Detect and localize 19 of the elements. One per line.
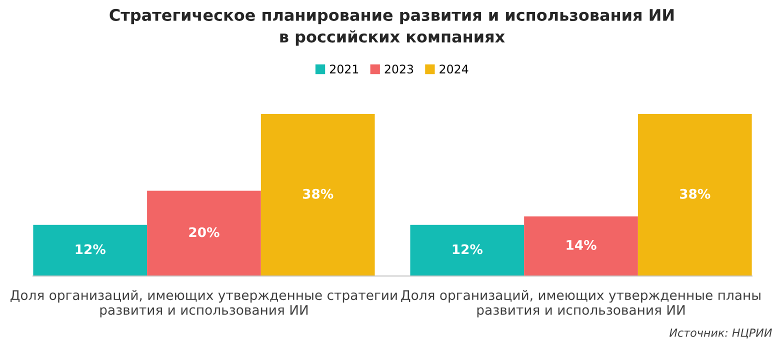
legend-label: 2023 (384, 64, 414, 74)
data-label: 20% (189, 227, 220, 238)
data-label: 14% (566, 240, 596, 250)
bar (147, 190, 261, 276)
data-label: 38% (680, 188, 710, 199)
bar (410, 224, 524, 276)
data-label: 12% (452, 244, 483, 254)
x-tick-label: Доля организаций, имеющих утвержденные стратегии развития и использования ИИ (10, 290, 397, 318)
bar (524, 216, 638, 276)
legend-label: 2024 (440, 64, 468, 74)
text: Источник: НЦРИИ (670, 328, 772, 339)
bar (33, 224, 148, 276)
data-label: 12% (76, 244, 106, 254)
bar (638, 114, 752, 276)
bar (260, 114, 375, 276)
data-label: 38% (302, 188, 334, 199)
legend-label: 2021 (330, 64, 358, 74)
chart-title: Стратегическое планирование развития и использования ИИ в российских компаниях (110, 8, 674, 46)
x-tick-label: Доля организаций, имеющих утвержденные планы развития и использования ИИ (401, 290, 760, 318)
